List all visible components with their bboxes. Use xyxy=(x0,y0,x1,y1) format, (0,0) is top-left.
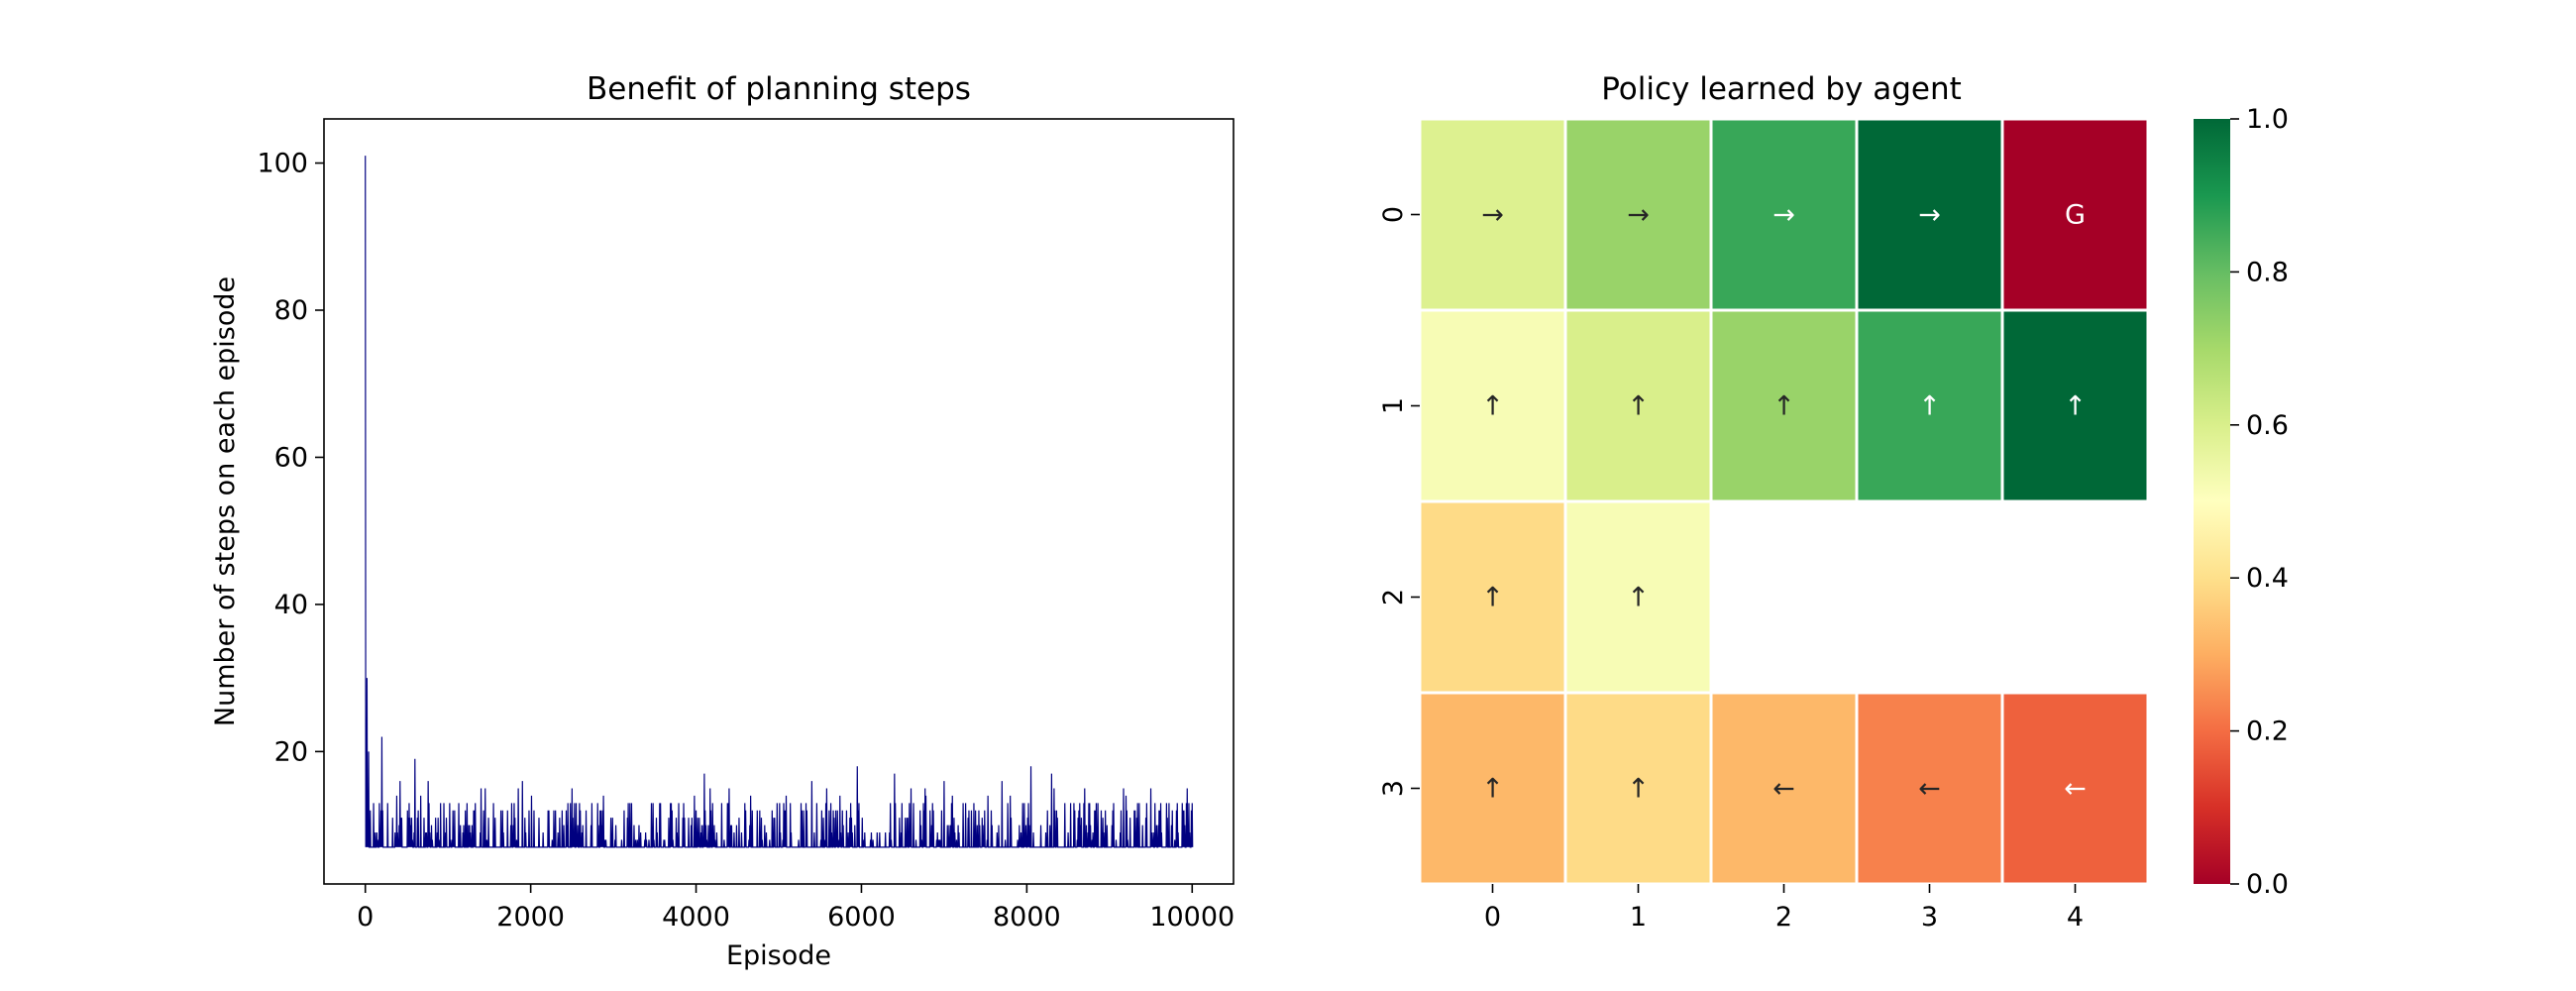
line-plot-area xyxy=(365,156,1194,848)
heatmap-y-tick-label: 3 xyxy=(1378,780,1409,797)
heatmap-cell-label: ↑ xyxy=(1481,774,1504,805)
heatmap-cell xyxy=(1563,308,1713,503)
heatmap-cell xyxy=(1709,691,1859,886)
heatmap-x-ticks: 0 1 2 3 4 xyxy=(1484,884,2084,933)
heatmap-cell-label: → xyxy=(1481,200,1504,231)
heatmap-cell-label: → xyxy=(1627,200,1650,231)
heatmap-x-tick-label: 0 xyxy=(1484,902,1501,933)
y-tick-label: 60 xyxy=(274,442,308,473)
heatmap-cell xyxy=(1563,691,1713,886)
steps-series-line xyxy=(365,156,1194,848)
y-tick-label: 80 xyxy=(274,295,308,326)
heatmap-y-tick-label: 1 xyxy=(1378,397,1409,414)
heatmap-cell-label: ↑ xyxy=(1918,391,1941,422)
x-tick-label: 2000 xyxy=(496,902,565,933)
heatmap-cell-label: ↑ xyxy=(1772,391,1795,422)
heatmap-cell-label: ← xyxy=(1918,774,1941,805)
colorbar-ticks: 0.0 0.2 0.4 0.6 0.8 1.0 xyxy=(2230,104,2289,900)
colorbar-tick-label: 0.6 xyxy=(2246,410,2289,441)
heatmap-cell xyxy=(1855,308,2004,503)
colorbar xyxy=(2194,119,2230,884)
x-tick-label: 6000 xyxy=(827,902,896,933)
line-y-axis-label: Number of steps on each episode xyxy=(210,276,241,726)
heatmap-cell-label: → xyxy=(1772,200,1795,231)
heatmap-cell-label: ↑ xyxy=(1481,583,1504,613)
heatmap-cell-label: → xyxy=(1918,200,1941,231)
heatmap-cell-label: ↑ xyxy=(1627,774,1650,805)
line-chart-panel: Benefit of planning steps 20 40 60 80 100 0 2… xyxy=(210,71,1234,971)
line-x-axis-label: Episode xyxy=(726,940,831,971)
heatmap-cell xyxy=(1418,691,1567,886)
y-tick-label: 20 xyxy=(274,736,308,767)
heatmap-cell-label: ↑ xyxy=(1627,391,1650,422)
heatmap-x-tick-label: 1 xyxy=(1630,902,1647,933)
heatmap-cell xyxy=(2000,117,2150,312)
heatmap-x-tick-label: 2 xyxy=(1775,902,1792,933)
heatmap-y-tick-label: 0 xyxy=(1378,206,1409,223)
x-tick-label: 4000 xyxy=(662,902,730,933)
y-tick-label: 40 xyxy=(274,590,308,620)
colorbar-tick-label: 0.2 xyxy=(2246,716,2289,747)
line-plot-frame xyxy=(323,118,1234,885)
y-tick-label: 100 xyxy=(257,149,308,179)
x-tick-label: 8000 xyxy=(993,902,1061,933)
heatmap-cell xyxy=(1563,117,1713,312)
heatmap-x-tick-label: 3 xyxy=(1921,902,1938,933)
heatmap-y-ticks: 0 1 2 3 xyxy=(1378,206,1420,797)
heatmap-cell xyxy=(1418,117,1567,312)
heatmap-y-tick-label: 2 xyxy=(1378,589,1409,606)
heatmap-cell-label: ↑ xyxy=(1481,391,1504,422)
heatmap-cell xyxy=(1855,117,2004,312)
line-x-ticks: 0 2000 4000 6000 8000 10000 xyxy=(357,884,1234,933)
heatmap-cell-label: ← xyxy=(2064,774,2087,805)
heatmap-panel: Policy learned by agent → → → → G ↑ ↑ ↑ ↑ ↑ ↑ ↑ ↑ ↑ ← ←… xyxy=(1378,71,2289,933)
heatmap-cell-label: ↑ xyxy=(2064,391,2087,422)
heatmap-x-tick-label: 4 xyxy=(2067,902,2084,933)
colorbar-tick-label: 0.0 xyxy=(2246,869,2289,900)
heatmap-cell xyxy=(2000,308,2150,503)
heatmap-cell-label: ← xyxy=(1772,774,1795,805)
heatmap-cell xyxy=(2000,691,2150,886)
heatmap-cell xyxy=(1563,499,1713,695)
colorbar-tick-label: 0.8 xyxy=(2246,257,2289,287)
colorbar-tick-label: 1.0 xyxy=(2246,104,2289,135)
heatmap-cell-label: G xyxy=(2065,200,2086,231)
x-tick-label: 10000 xyxy=(1149,902,1234,933)
x-tick-label: 0 xyxy=(357,902,374,933)
line-y-ticks: 20 40 60 80 100 xyxy=(257,149,324,767)
colorbar-tick-label: 0.4 xyxy=(2246,563,2289,594)
heatmap-cell xyxy=(1855,691,2004,886)
heatmap-cells: → → → → G ↑ ↑ ↑ ↑ ↑ ↑ ↑ ↑ ↑ ← ← ← xyxy=(1418,117,2150,886)
heatmap-title: Policy learned by agent xyxy=(1601,71,1962,107)
heatmap-cell-label: ↑ xyxy=(1627,583,1650,613)
line-chart-title: Benefit of planning steps xyxy=(587,71,971,107)
heatmap-cell xyxy=(1418,308,1567,503)
